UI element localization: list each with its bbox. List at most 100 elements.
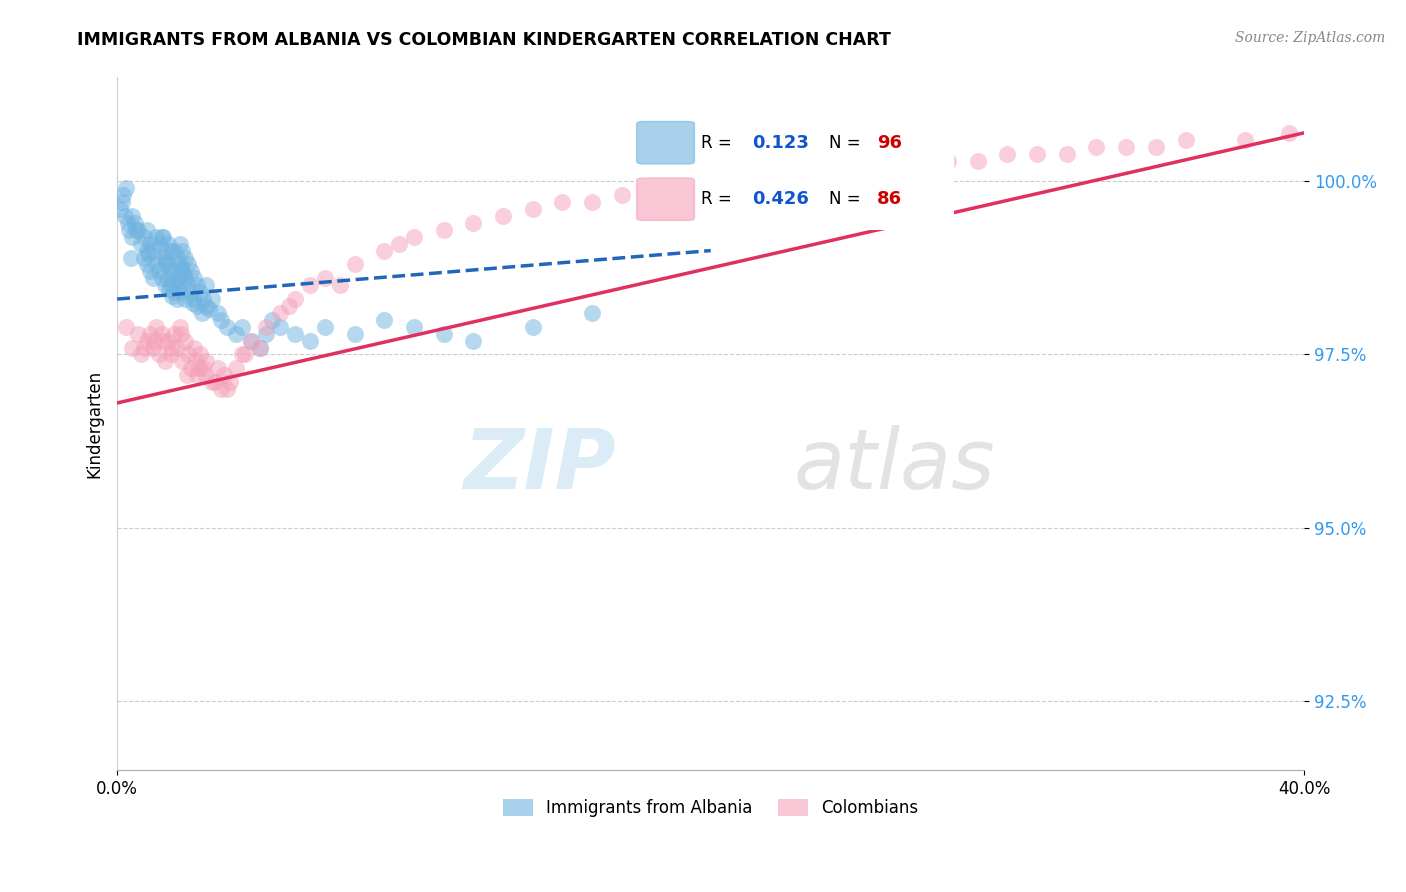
- Point: [169, 236, 191, 251]
- Point: [231, 319, 253, 334]
- Point: [212, 368, 235, 383]
- Point: [299, 334, 322, 348]
- Point: [169, 319, 191, 334]
- Point: [219, 375, 242, 389]
- Point: [373, 313, 395, 327]
- Point: [148, 347, 170, 361]
- Point: [162, 326, 184, 341]
- Point: [162, 244, 184, 258]
- Point: [209, 313, 232, 327]
- Point: [166, 341, 188, 355]
- Point: [145, 229, 167, 244]
- Point: [160, 341, 183, 355]
- Point: [173, 268, 195, 282]
- Point: [239, 334, 262, 348]
- Point: [174, 251, 197, 265]
- Point: [121, 341, 143, 355]
- Point: [522, 319, 544, 334]
- Point: [329, 278, 352, 293]
- Point: [117, 216, 139, 230]
- Point: [166, 271, 188, 285]
- Point: [125, 223, 148, 237]
- Point: [233, 347, 256, 361]
- Point: [121, 229, 143, 244]
- Point: [215, 319, 238, 334]
- Point: [160, 288, 183, 302]
- Text: Source: ZipAtlas.com: Source: ZipAtlas.com: [1234, 31, 1385, 45]
- Point: [181, 295, 204, 310]
- Point: [759, 168, 782, 182]
- Point: [877, 161, 900, 175]
- Point: [159, 244, 181, 258]
- Point: [172, 264, 194, 278]
- Point: [139, 326, 162, 341]
- Point: [551, 195, 574, 210]
- Point: [314, 271, 336, 285]
- Point: [177, 257, 200, 271]
- Point: [156, 271, 179, 285]
- Point: [150, 271, 173, 285]
- Point: [269, 306, 291, 320]
- Point: [184, 354, 207, 368]
- Point: [157, 282, 180, 296]
- Point: [188, 347, 211, 361]
- Point: [183, 341, 205, 355]
- Point: [121, 209, 143, 223]
- Point: [167, 275, 190, 289]
- Point: [260, 313, 283, 327]
- Point: [153, 278, 176, 293]
- Point: [239, 334, 262, 348]
- Point: [997, 146, 1019, 161]
- Point: [132, 229, 155, 244]
- Point: [152, 334, 174, 348]
- Legend: Immigrants from Albania, Colombians: Immigrants from Albania, Colombians: [496, 792, 925, 824]
- Point: [231, 347, 253, 361]
- Point: [148, 236, 170, 251]
- Point: [789, 168, 811, 182]
- Point: [156, 334, 179, 348]
- Point: [180, 285, 202, 300]
- Point: [177, 278, 200, 293]
- Point: [186, 368, 208, 383]
- Point: [581, 195, 603, 210]
- Point: [195, 299, 218, 313]
- Point: [225, 326, 247, 341]
- Point: [195, 278, 218, 293]
- Point: [156, 236, 179, 251]
- Point: [176, 368, 198, 383]
- Point: [139, 236, 162, 251]
- Point: [132, 341, 155, 355]
- Point: [139, 264, 162, 278]
- Point: [159, 347, 181, 361]
- Point: [150, 229, 173, 244]
- Point: [343, 257, 366, 271]
- Point: [145, 319, 167, 334]
- Point: [278, 299, 301, 313]
- Point: [907, 153, 929, 168]
- Point: [1026, 146, 1049, 161]
- Point: [156, 257, 179, 271]
- Point: [1056, 146, 1078, 161]
- Point: [373, 244, 395, 258]
- Point: [115, 319, 138, 334]
- Point: [207, 361, 229, 376]
- Point: [188, 285, 211, 300]
- Point: [284, 326, 307, 341]
- Point: [522, 202, 544, 216]
- Point: [848, 161, 870, 175]
- Point: [186, 299, 208, 313]
- Point: [194, 368, 217, 383]
- Point: [581, 306, 603, 320]
- Point: [129, 236, 152, 251]
- Point: [209, 382, 232, 396]
- Point: [129, 347, 152, 361]
- Point: [640, 188, 662, 202]
- Point: [254, 326, 277, 341]
- Point: [1115, 139, 1137, 153]
- Point: [135, 334, 157, 348]
- Point: [463, 334, 485, 348]
- Point: [1085, 139, 1108, 153]
- Point: [180, 361, 202, 376]
- Point: [402, 319, 425, 334]
- Point: [142, 341, 165, 355]
